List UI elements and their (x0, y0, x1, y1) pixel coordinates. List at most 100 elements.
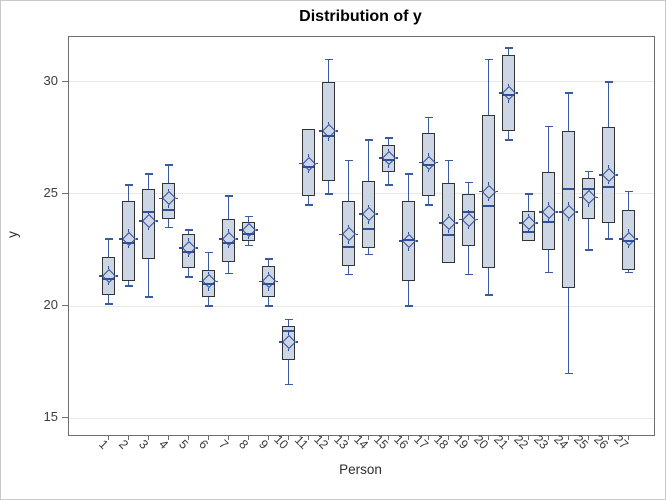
iqr-box (322, 81, 336, 181)
lower-whisker (627, 270, 630, 273)
x-axis-tick-4 (167, 435, 169, 440)
mean-diamond-serif-right (435, 161, 439, 164)
upper-whisker (107, 238, 110, 257)
mean-diamond-serif-left (499, 92, 502, 94)
iqr-box (542, 171, 556, 250)
upper-whisker-cap (424, 116, 433, 119)
x-axis-tick-24 (567, 435, 569, 440)
iqr-box (462, 193, 476, 246)
mean-diamond-serif-bottom (367, 221, 370, 224)
mean-diamond-serif-right (155, 220, 159, 222)
mean-diamond-serif-bottom (327, 138, 330, 141)
mean-diamond-serif-right (295, 341, 299, 343)
iqr-box (302, 128, 316, 197)
lower-whisker (307, 196, 310, 206)
iqr-box (122, 200, 136, 282)
mean-diamond-serif-left (579, 196, 582, 199)
lower-whisker-cap (104, 303, 113, 305)
lower-whisker-cap (324, 193, 333, 195)
chart-title: Distribution of y (299, 8, 422, 25)
iqr-box (602, 126, 616, 224)
mean-diamond-serif-right (315, 162, 319, 165)
x-axis-tick-3 (147, 435, 149, 440)
mean-diamond-serif-top (627, 229, 630, 232)
upper-whisker-cap (344, 159, 353, 162)
lower-whisker (387, 171, 390, 185)
mean-diamond-serif-left (459, 218, 462, 221)
lower-whisker-cap (564, 372, 573, 375)
mean-diamond-serif-left (539, 211, 542, 213)
lower-whisker (547, 250, 550, 273)
x-axis-tick-23 (547, 435, 549, 440)
mean-diamond-serif-left (239, 229, 242, 231)
upper-whisker (167, 164, 170, 183)
upper-whisker (147, 173, 150, 190)
upper-whisker-cap (524, 193, 533, 195)
gridline-y-30 (69, 81, 654, 83)
mean-diamond-serif-bottom (467, 226, 470, 230)
median-line (623, 240, 635, 243)
mean-diamond-serif-top (507, 83, 510, 87)
mean-diamond-serif-left (619, 238, 622, 240)
mean-diamond-serif-right (115, 275, 119, 277)
mean-diamond-serif-left (159, 197, 162, 200)
upper-whisker-cap (384, 137, 393, 139)
x-axis-tick-25 (587, 435, 589, 440)
mean-diamond-serif-right (455, 222, 459, 224)
mean-diamond-serif-right (575, 211, 579, 213)
median-line (563, 188, 575, 191)
y-tick-label-30: 30 (43, 72, 58, 88)
median-line (343, 245, 355, 248)
upper-whisker-cap (624, 190, 633, 193)
mean-diamond-serif-left (519, 222, 522, 224)
iqr-box (262, 265, 276, 298)
lower-whisker (567, 288, 570, 374)
mean-diamond-serif-bottom (627, 245, 630, 249)
lower-whisker-cap (264, 305, 273, 307)
mean-diamond-serif-bottom (567, 218, 570, 222)
lower-whisker-cap (604, 238, 613, 240)
upper-whisker-cap (324, 58, 333, 61)
mean-diamond-serif-right (475, 218, 479, 221)
x-tick-label-7: 7 (215, 437, 231, 452)
iqr-box (382, 144, 396, 172)
mean-diamond-serif-left (399, 240, 402, 242)
lower-whisker-cap (244, 244, 253, 247)
lower-whisker-cap (404, 305, 413, 307)
median-line (543, 220, 555, 223)
mean-diamond-serif-bottom (227, 245, 230, 249)
lower-whisker (287, 359, 290, 385)
upper-whisker-cap (144, 173, 153, 175)
iqr-box (222, 218, 236, 263)
upper-whisker (467, 182, 470, 194)
upper-whisker (407, 173, 410, 201)
y-tick-label-20: 20 (43, 297, 58, 313)
mean-diamond-serif-right (635, 238, 639, 240)
lower-whisker-cap (224, 272, 233, 275)
mean-diamond-serif-top (167, 188, 170, 192)
mean-diamond-serif-left (219, 238, 222, 240)
gridline-y-20 (69, 305, 654, 307)
mean-diamond-serif-bottom (207, 288, 210, 291)
mean-diamond-serif-right (495, 190, 499, 193)
upper-whisker-cap (124, 184, 133, 186)
iqr-box (182, 234, 196, 268)
mean-diamond-serif-left (279, 341, 282, 343)
x-tick-label-9: 9 (255, 437, 271, 452)
upper-whisker-cap (484, 58, 493, 61)
upper-whisker-cap (244, 215, 253, 218)
x-tick-label-8: 8 (235, 437, 251, 452)
mean-diamond-serif-top (347, 224, 350, 228)
gridline-y-25 (69, 193, 654, 195)
mean-diamond-serif-top (427, 153, 430, 156)
mean-diamond-serif-bottom (607, 181, 610, 185)
lower-whisker (207, 297, 210, 307)
mean-diamond-serif-right (335, 130, 339, 132)
upper-whisker (487, 59, 490, 116)
upper-whisker (447, 160, 450, 183)
mean-diamond-serif-left (179, 247, 182, 249)
upper-whisker (387, 137, 390, 145)
median-line (503, 94, 515, 97)
mean-diamond-serif-top (287, 332, 290, 335)
